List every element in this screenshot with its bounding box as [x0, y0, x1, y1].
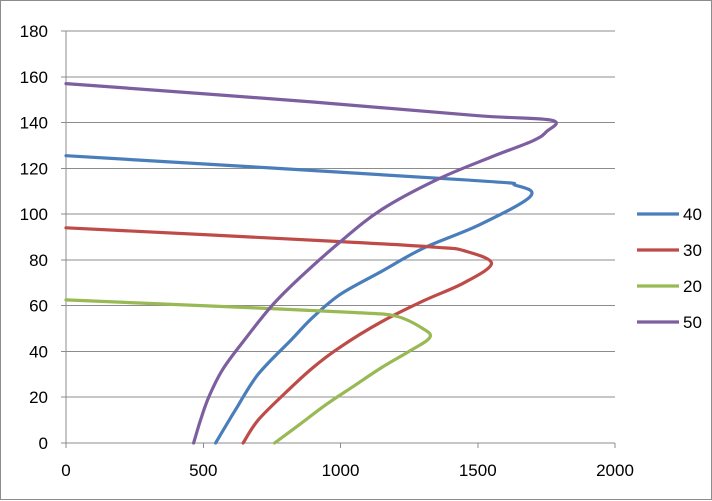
x-tick-label: 1000: [322, 461, 360, 480]
x-tick-label: 2000: [596, 461, 634, 480]
series-line-50: [64, 82, 558, 445]
legend-label-30: 30: [683, 241, 702, 260]
legend-label-50: 50: [683, 313, 702, 332]
axis-layer: 0 20 40 60 80 100 120 140 160 180 0 500 1000 1500 2000: [20, 22, 634, 480]
x-tick-label: 1500: [459, 461, 497, 480]
legend-label-20: 20: [683, 277, 702, 296]
y-tick-label: 120: [20, 159, 48, 178]
y-tick-label: 160: [20, 68, 48, 87]
y-tick-label: 20: [29, 388, 48, 407]
x-tick-label: 500: [189, 461, 217, 480]
y-tick-label: 140: [20, 114, 48, 133]
legend: 40 30 20 50: [637, 205, 702, 332]
y-tick-label: 80: [29, 251, 48, 270]
y-tick-label: 100: [20, 205, 48, 224]
y-tick-label: 60: [29, 297, 48, 316]
series-line-40: [64, 154, 534, 445]
series-line-20: [64, 298, 433, 445]
x-tick-label: 0: [61, 461, 70, 480]
series-layer: [64, 82, 558, 445]
grid-layer: [66, 30, 615, 398]
y-tick-label: 180: [20, 22, 48, 41]
y-tick-label: 40: [29, 342, 48, 361]
series-line-30: [64, 226, 494, 445]
y-tick-label: 0: [39, 434, 48, 453]
legend-label-40: 40: [683, 205, 702, 224]
